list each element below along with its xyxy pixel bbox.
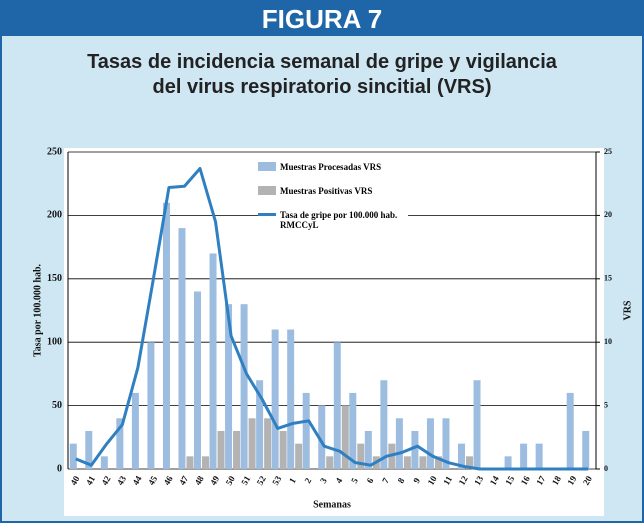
- bar: [349, 392, 357, 469]
- bar: [566, 392, 574, 469]
- x-tick-label: 9: [411, 476, 422, 485]
- x-tick-label: 1: [287, 476, 298, 485]
- bar: [411, 430, 419, 469]
- y-tick-label: 250: [47, 146, 62, 157]
- bar: [256, 380, 264, 469]
- bar: [69, 443, 77, 469]
- bar: [395, 418, 403, 469]
- bar: [341, 405, 349, 469]
- bar: [473, 380, 481, 469]
- legend-label: Muestras Positivas VRS: [280, 186, 373, 196]
- legend-swatch: [258, 186, 276, 195]
- legend-label: Tasa de gripe por 100.000 hab. RMCCyL: [280, 210, 398, 230]
- legend: Muestras Procesadas VRS Muestras Positiva…: [258, 162, 408, 244]
- x-tick-label: 6: [365, 476, 376, 485]
- y-tick-label: 200: [47, 210, 62, 221]
- y2-tick-label: 10: [604, 337, 612, 346]
- title-line: del virus respiratorio sincitial (VRS): [152, 76, 492, 98]
- y2-tick-label: 15: [604, 274, 612, 283]
- bar: [458, 443, 465, 469]
- bar: [287, 329, 295, 469]
- bar: [426, 418, 434, 469]
- legend-item: Muestras Positivas VRS: [258, 186, 408, 196]
- bar: [240, 304, 248, 469]
- bar: [116, 418, 124, 469]
- bar: [147, 342, 155, 469]
- bar: [295, 443, 303, 469]
- title-line: Tasas de incidencia semanal de gripe y v…: [87, 51, 557, 73]
- y2-tick-label: 5: [604, 400, 608, 409]
- legend-swatch: [258, 213, 276, 216]
- bar: [233, 430, 241, 469]
- bar: [186, 456, 194, 469]
- bar: [302, 392, 310, 469]
- bar: [248, 418, 256, 469]
- legend-label: Muestras Procesadas VRS: [280, 162, 382, 172]
- y2-axis-label: VRS: [622, 300, 633, 320]
- y2-tick-label: 25: [604, 147, 612, 156]
- y-tick-label: 100: [47, 336, 62, 347]
- bar: [279, 430, 287, 469]
- x-tick-label: 3: [318, 476, 329, 485]
- bar: [271, 329, 279, 469]
- y-tick-label: 150: [47, 273, 62, 284]
- bar: [100, 456, 108, 469]
- bar: [357, 443, 365, 469]
- bar: [85, 430, 93, 469]
- bar: [131, 392, 139, 469]
- bar: [209, 253, 217, 469]
- header: FIGURA 7: [2, 2, 642, 36]
- bar: [364, 430, 372, 469]
- y-axis-label: Tasa por 100.000 hab.: [32, 263, 43, 357]
- y-tick-label: 0: [57, 463, 62, 474]
- bar: [264, 418, 272, 469]
- bar: [162, 202, 170, 469]
- x-tick-label: 4: [333, 476, 344, 485]
- legend-item: Muestras Procesadas VRS: [258, 162, 408, 172]
- bar: [194, 291, 201, 469]
- line: [75, 166, 589, 471]
- bar: [535, 443, 543, 469]
- title: Tasas de incidencia semanal de gripe y v…: [2, 50, 642, 100]
- y-tick-label: 50: [52, 400, 62, 411]
- x-tick-label: 7: [380, 476, 391, 485]
- bar: [419, 456, 427, 469]
- bar: [520, 443, 528, 469]
- bar: [403, 456, 411, 469]
- bar: [217, 430, 225, 469]
- x-tick-label: 2: [302, 476, 313, 485]
- x-tick-label: 5: [349, 476, 360, 485]
- bar: [225, 304, 233, 469]
- legend-swatch: [258, 162, 276, 171]
- bar: [333, 342, 341, 469]
- bar: [442, 418, 450, 469]
- bar: [434, 456, 442, 469]
- bar: [466, 456, 473, 469]
- bar: [318, 405, 326, 469]
- bar: [326, 456, 334, 469]
- legend-item: Tasa de gripe por 100.000 hab. RMCCyL: [258, 210, 408, 230]
- y2-tick-label: 20: [604, 210, 612, 219]
- y2-tick-label: 0: [604, 464, 608, 473]
- bar: [178, 228, 186, 469]
- bar: [380, 380, 388, 469]
- bar: [504, 456, 512, 469]
- x-axis-label: Semanas: [313, 499, 351, 510]
- bar: [582, 430, 590, 469]
- x-tick-label: 8: [396, 476, 407, 485]
- bar: [202, 456, 209, 469]
